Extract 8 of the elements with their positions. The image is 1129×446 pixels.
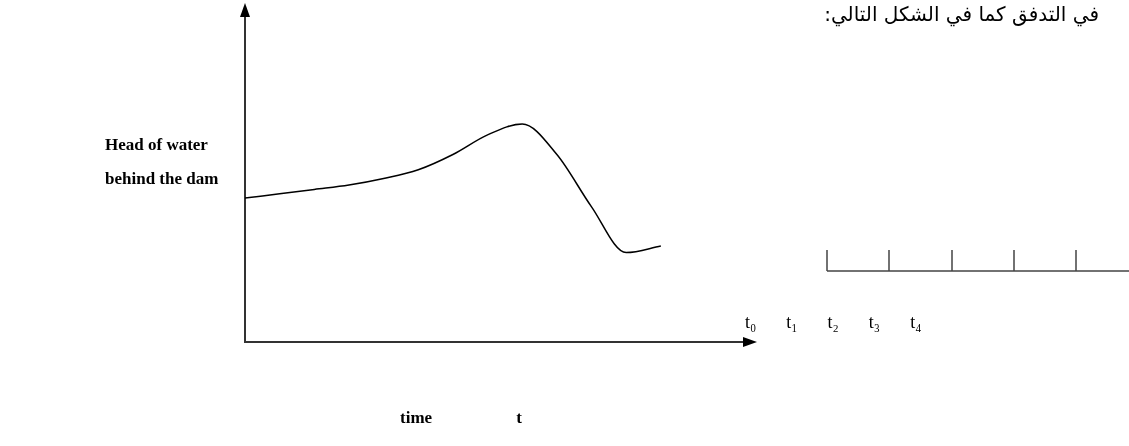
text: t₃ — [868, 312, 881, 332]
text: t₁ — [786, 312, 798, 332]
x-axis-title: time t — [400, 408, 523, 428]
text: t₄ — [910, 312, 922, 332]
text: t₀ — [745, 312, 757, 332]
text: t₂ — [827, 312, 839, 332]
text: في التدفق كما في الشكل التالي: — [824, 2, 1099, 26]
y-axis-title: Head of water behind the dam — [105, 134, 220, 190]
